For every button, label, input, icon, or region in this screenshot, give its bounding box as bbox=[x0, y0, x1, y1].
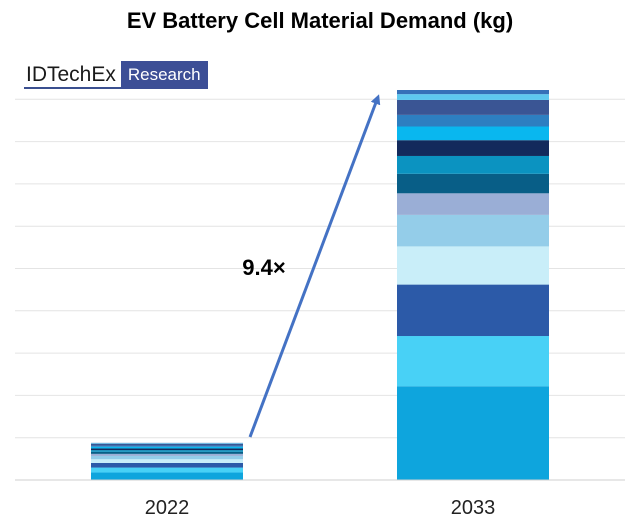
bar-segment-2033-7 bbox=[397, 173, 549, 194]
bar-segment-2033-9 bbox=[397, 140, 549, 156]
bar-segment-2033-3 bbox=[397, 284, 549, 337]
bar-segment-2022-5 bbox=[91, 455, 243, 460]
bar-segment-2022-8 bbox=[91, 450, 243, 452]
bar-segment-2022-9 bbox=[91, 448, 243, 451]
bar-segment-2033-5 bbox=[397, 214, 549, 247]
bar-segment-2022-11 bbox=[91, 445, 243, 447]
logo-brand: IDTechEx bbox=[24, 61, 121, 89]
x-tick-labels: 2022 2033 bbox=[145, 497, 496, 519]
bar-segment-2033-10 bbox=[397, 126, 549, 141]
bar-segment-2033-13 bbox=[397, 94, 549, 100]
chart-title: EV Battery Cell Material Demand (kg) bbox=[126, 8, 514, 33]
logo-research-tag: Research bbox=[120, 61, 208, 89]
bar-segment-2022-10 bbox=[91, 446, 243, 449]
bar-segment-2033-14 bbox=[397, 90, 549, 95]
growth-multiplier-label: 9.4× bbox=[242, 255, 285, 280]
bar-segment-2022-12 bbox=[91, 443, 243, 446]
bar-segment-2033-8 bbox=[397, 155, 549, 174]
bar-segment-2033-11 bbox=[397, 114, 549, 127]
bar-segment-2022-7 bbox=[91, 451, 243, 454]
bar-segment-2033-1 bbox=[397, 386, 549, 480]
bar-segment-2033-4 bbox=[397, 246, 549, 285]
bar-segment-2033-6 bbox=[397, 193, 549, 215]
bar-segment-2022-6 bbox=[91, 453, 243, 456]
bar-segment-2033-12 bbox=[397, 99, 549, 115]
bar-segment-2033-2 bbox=[397, 336, 549, 387]
bars bbox=[91, 90, 549, 480]
idtechex-logo: IDTechEx Research bbox=[24, 61, 208, 89]
bar-segment-2022-2 bbox=[91, 467, 243, 473]
bar-segment-2022-13 bbox=[91, 443, 243, 444]
x-tick-label: 2022 bbox=[145, 497, 190, 519]
bar-segment-2022-3 bbox=[91, 462, 243, 468]
bar-segment-2022-4 bbox=[91, 459, 243, 463]
growth-arrow bbox=[248, 94, 381, 438]
x-tick-label: 2033 bbox=[451, 497, 496, 519]
bar-segment-2022-1 bbox=[91, 472, 243, 480]
